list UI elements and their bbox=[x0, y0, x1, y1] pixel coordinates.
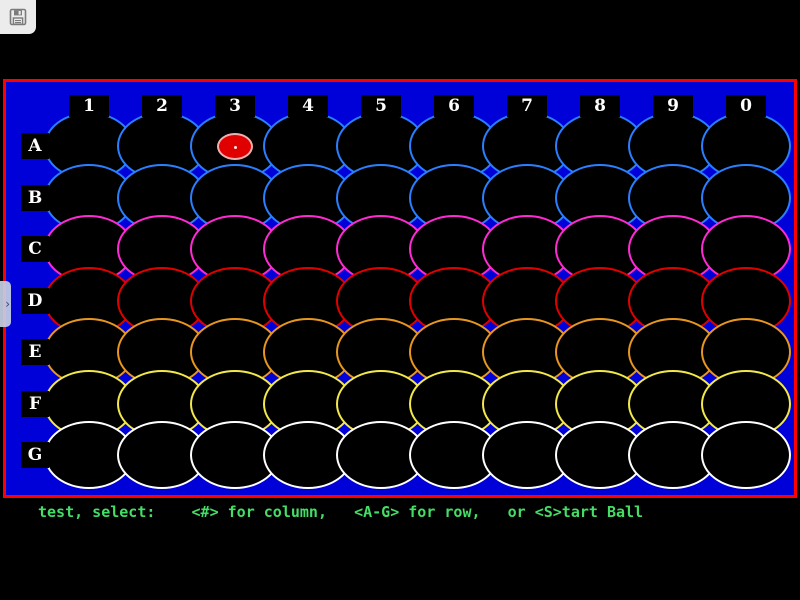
column-header-9[interactable]: 9 bbox=[653, 95, 693, 117]
column-header-2[interactable]: 2 bbox=[142, 95, 182, 117]
board-cell-G0[interactable] bbox=[701, 421, 791, 489]
sidebar-expand-handle[interactable]: › bbox=[0, 281, 11, 327]
ball-highlight bbox=[234, 146, 237, 149]
column-header-1[interactable]: 1 bbox=[69, 95, 109, 117]
column-header-4[interactable]: 4 bbox=[288, 95, 328, 117]
column-header-7[interactable]: 7 bbox=[507, 95, 547, 117]
row-header-A[interactable]: A bbox=[21, 133, 49, 159]
column-header-6[interactable]: 6 bbox=[434, 95, 474, 117]
floppy-save-icon bbox=[9, 8, 27, 26]
column-header-0[interactable]: 0 bbox=[726, 95, 766, 117]
column-header-3[interactable]: 3 bbox=[215, 95, 255, 117]
chevron-right-icon: › bbox=[5, 297, 10, 311]
row-header-E[interactable]: E bbox=[21, 339, 49, 365]
column-header-8[interactable]: 8 bbox=[580, 95, 620, 117]
game-ball[interactable] bbox=[217, 133, 253, 160]
save-button[interactable] bbox=[0, 0, 36, 34]
status-prompt: test, select: <#> for column, <A-G> for … bbox=[0, 500, 800, 524]
row-header-B[interactable]: B bbox=[21, 184, 49, 211]
row-header-C[interactable]: C bbox=[21, 236, 49, 262]
row-header-D[interactable]: D bbox=[21, 287, 49, 314]
row-header-G[interactable]: G bbox=[21, 442, 49, 468]
ellipse-grid bbox=[6, 82, 794, 495]
column-header-5[interactable]: 5 bbox=[361, 95, 401, 117]
row-header-F[interactable]: F bbox=[21, 390, 49, 417]
board-cell-G4[interactable] bbox=[263, 421, 353, 489]
